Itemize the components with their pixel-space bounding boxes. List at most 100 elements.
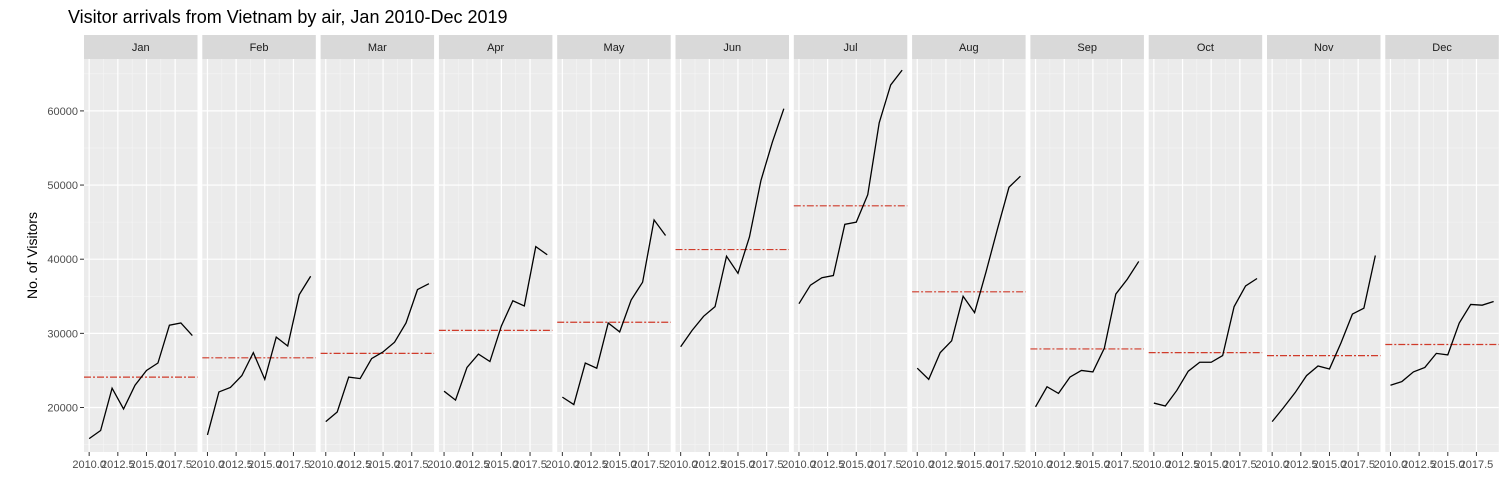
- facet-strip: [1148, 35, 1263, 59]
- panel-background: [1385, 59, 1499, 452]
- x-tick-label: 2012.5: [338, 459, 372, 471]
- x-tick-label: 2010.0: [72, 459, 106, 471]
- x-tick-label: 2012.5: [219, 459, 253, 471]
- x-tick-label: 2015.0: [839, 459, 873, 471]
- panel-background: [320, 59, 435, 452]
- x-tick-label: 2015.0: [130, 459, 164, 471]
- facet-strip-label: Dec: [1432, 42, 1452, 54]
- facet-strip: [202, 35, 316, 59]
- facet-strip-label: Oct: [1197, 42, 1214, 54]
- x-tick-label: 2012.5: [101, 459, 135, 471]
- x-tick-label: 2012.5: [1284, 459, 1318, 471]
- series-line: [1390, 300, 1494, 386]
- x-tick-label: 2015.0: [1431, 459, 1465, 471]
- facet-strip: [1030, 35, 1144, 59]
- series-line: [206, 275, 312, 436]
- x-tick-label: 2010.0: [1374, 459, 1408, 471]
- series-line: [325, 283, 430, 423]
- facet-strip: [675, 35, 789, 59]
- facet-strip: [793, 35, 908, 59]
- x-tick-label: 2015.0: [958, 459, 992, 471]
- x-tick-label: 2010.0: [1137, 459, 1171, 471]
- x-tick-label: 2010.0: [664, 459, 698, 471]
- series-line: [680, 108, 785, 348]
- panel-background: [675, 59, 789, 452]
- x-tick-label: 2017.5: [513, 459, 547, 471]
- series-line: [1034, 261, 1140, 408]
- series-line: [798, 69, 903, 305]
- series-line: [1153, 277, 1258, 407]
- x-tick-label: 2015.0: [1194, 459, 1228, 471]
- panel-background: [438, 59, 553, 452]
- facet-strip: [438, 35, 553, 59]
- y-tick-label: 60000: [47, 106, 78, 118]
- x-tick-label: 2015.0: [248, 459, 282, 471]
- facet-strip-label: Jun: [723, 42, 741, 54]
- panel-background: [1148, 59, 1263, 452]
- series-line: [443, 245, 548, 402]
- x-tick-label: 2017.5: [1105, 459, 1139, 471]
- series-line: [562, 218, 667, 406]
- series-line: [916, 175, 1021, 381]
- x-tick-label: 2017.5: [868, 459, 902, 471]
- x-tick-label: 2017.5: [986, 459, 1020, 471]
- x-tick-label: 2015.0: [721, 459, 755, 471]
- x-tick-label: 2017.5: [632, 459, 666, 471]
- x-tick-label: 2012.5: [929, 459, 963, 471]
- x-tick-label: 2017.5: [750, 459, 784, 471]
- x-tick-label: 2010.0: [1255, 459, 1289, 471]
- facet-strip-label: Feb: [250, 42, 269, 54]
- x-tick-label: 2017.5: [395, 459, 429, 471]
- facet-strip-label: Jan: [132, 42, 150, 54]
- facet-strip: [84, 35, 198, 59]
- x-tick-label: 2012.5: [1402, 459, 1436, 471]
- x-tick-label: 2012.5: [1047, 459, 1081, 471]
- x-tick-label: 2012.5: [574, 459, 608, 471]
- x-tick-label: 2015.0: [603, 459, 637, 471]
- x-tick-label: 2015.0: [1076, 459, 1110, 471]
- panel-background: [84, 59, 198, 452]
- x-tick-label: 2015.0: [1313, 459, 1347, 471]
- facet-strip-label: Aug: [959, 42, 979, 54]
- panel-background: [793, 59, 908, 452]
- x-tick-label: 2012.5: [692, 459, 726, 471]
- x-tick-label: 2010.0: [782, 459, 816, 471]
- x-tick-label: 2012.5: [811, 459, 845, 471]
- facet-strip: [1267, 35, 1381, 59]
- x-tick-label: 2010.0: [191, 459, 225, 471]
- panel-background: [557, 59, 671, 452]
- x-tick-label: 2010.0: [427, 459, 461, 471]
- series-line: [1271, 255, 1376, 423]
- y-axis-label: No. of Visitors: [24, 212, 40, 299]
- x-tick-label: 2017.5: [1460, 459, 1494, 471]
- y-tick-label: 20000: [47, 403, 78, 415]
- x-tick-label: 2015.0: [366, 459, 400, 471]
- facet-strip-label: Sep: [1077, 42, 1097, 54]
- series-line: [88, 322, 193, 440]
- x-tick-label: 2010.0: [309, 459, 343, 471]
- facet-strip: [912, 35, 1026, 59]
- facet-strip: [320, 35, 435, 59]
- x-tick-label: 2017.5: [1223, 459, 1257, 471]
- panel-background: [1267, 59, 1381, 452]
- x-tick-label: 2010.0: [546, 459, 580, 471]
- x-tick-label: 2010.0: [900, 459, 934, 471]
- chart-title: Visitor arrivals from Vietnam by air, Ja…: [68, 7, 508, 27]
- facet-strip: [557, 35, 671, 59]
- facet-strip: [1385, 35, 1499, 59]
- y-tick-label: 30000: [47, 328, 78, 340]
- x-tick-label: 2017.5: [1341, 459, 1375, 471]
- x-tick-label: 2012.5: [1166, 459, 1200, 471]
- panel-background: [202, 59, 316, 452]
- panel-background: [1030, 59, 1144, 452]
